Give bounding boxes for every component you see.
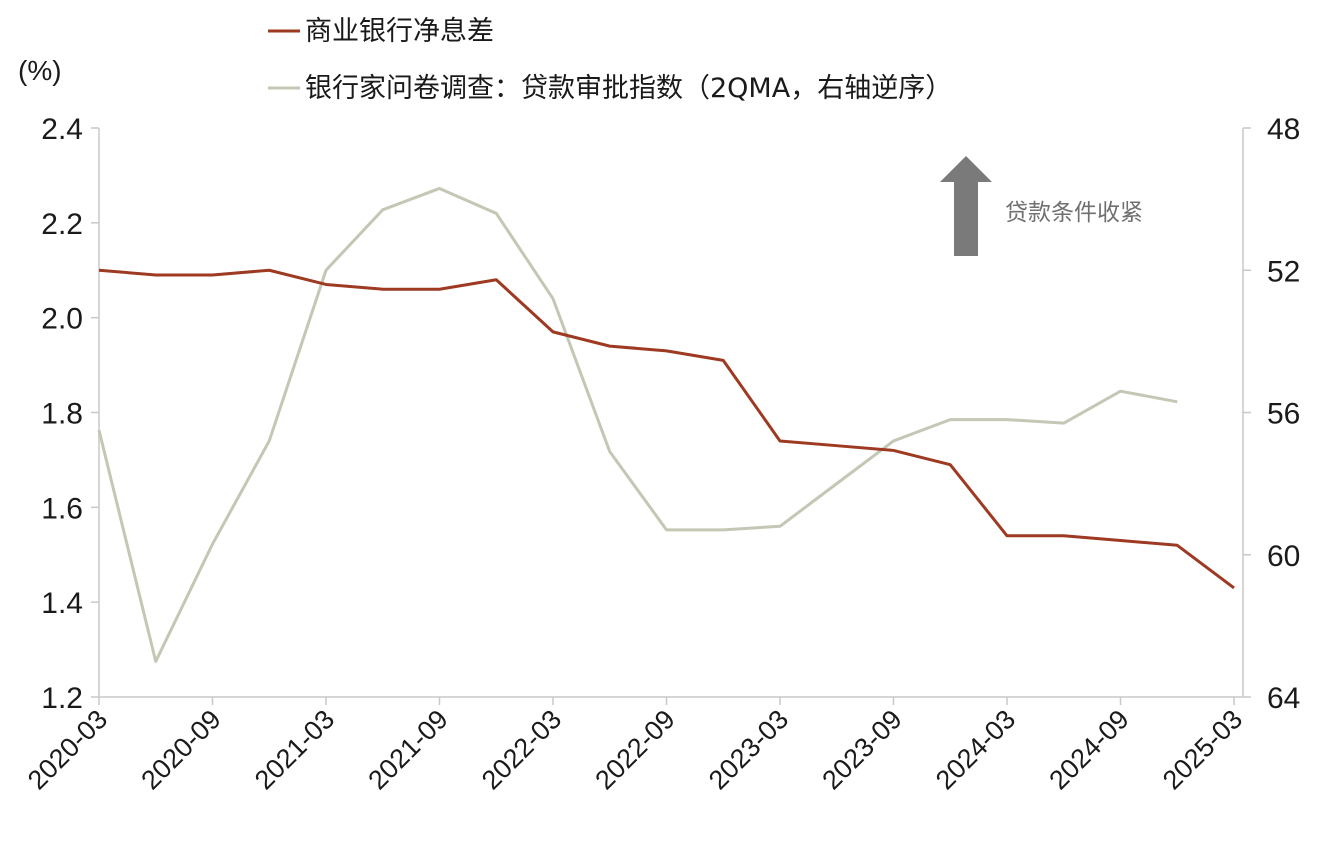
- x-tick-label: 2023-03: [703, 704, 794, 795]
- y-right-ticks: 48 52 56 60 64: [1243, 113, 1300, 715]
- y-left-tick-label: 2.2: [41, 208, 83, 241]
- series-line-loan-approval-index: [97, 186, 1178, 663]
- x-tick-label: 2020-03: [22, 704, 113, 795]
- y-left-tick-label: 2.4: [41, 113, 83, 146]
- legend-label-loan-index: 银行家问卷调查：贷款审批指数（2QMA，右轴逆序）: [305, 73, 952, 104]
- y-right-tick-label: 56: [1267, 398, 1300, 431]
- series-line-net-interest-margin: [98, 268, 1235, 590]
- y-left-tick-label: 1.4: [41, 587, 83, 620]
- x-ticks: 2020-03 2020-09 2021-03 2021-09 2022-03 2022-…: [22, 697, 1248, 795]
- y-right-tick-label: 64: [1267, 682, 1300, 715]
- x-tick-label: 2023-09: [816, 704, 907, 795]
- arrow-up-icon: [940, 156, 992, 256]
- y-left-tick-label: 1.2: [41, 682, 83, 715]
- x-tick-label: 2025-03: [1157, 704, 1248, 795]
- x-tick-label: 2021-09: [362, 704, 453, 795]
- y-left-unit-label: (%): [18, 55, 62, 86]
- y-right-tick-label: 52: [1267, 255, 1300, 288]
- x-tick-label: 2024-09: [1043, 704, 1134, 795]
- y-right-tick-label: 48: [1267, 113, 1300, 146]
- x-tick-label: 2021-03: [249, 704, 340, 795]
- y-left-ticks: 2.4 2.2 2.0 1.8 1.6 1.4 1.2: [41, 113, 99, 715]
- y-right-tick-label: 60: [1267, 540, 1300, 573]
- y-left-tick-label: 1.8: [41, 398, 83, 431]
- x-tick-label: 2022-03: [476, 704, 567, 795]
- legend-label-nim: 商业银行净息差: [305, 16, 494, 47]
- y-left-tick-label: 1.6: [41, 492, 83, 525]
- x-tick-label: 2020-09: [135, 704, 226, 795]
- y-left-tick-label: 2.0: [41, 303, 83, 336]
- x-tick-label: 2022-09: [589, 704, 680, 795]
- annotation-loan-tightening: 贷款条件收紧: [1005, 200, 1143, 226]
- x-tick-label: 2024-03: [930, 704, 1021, 795]
